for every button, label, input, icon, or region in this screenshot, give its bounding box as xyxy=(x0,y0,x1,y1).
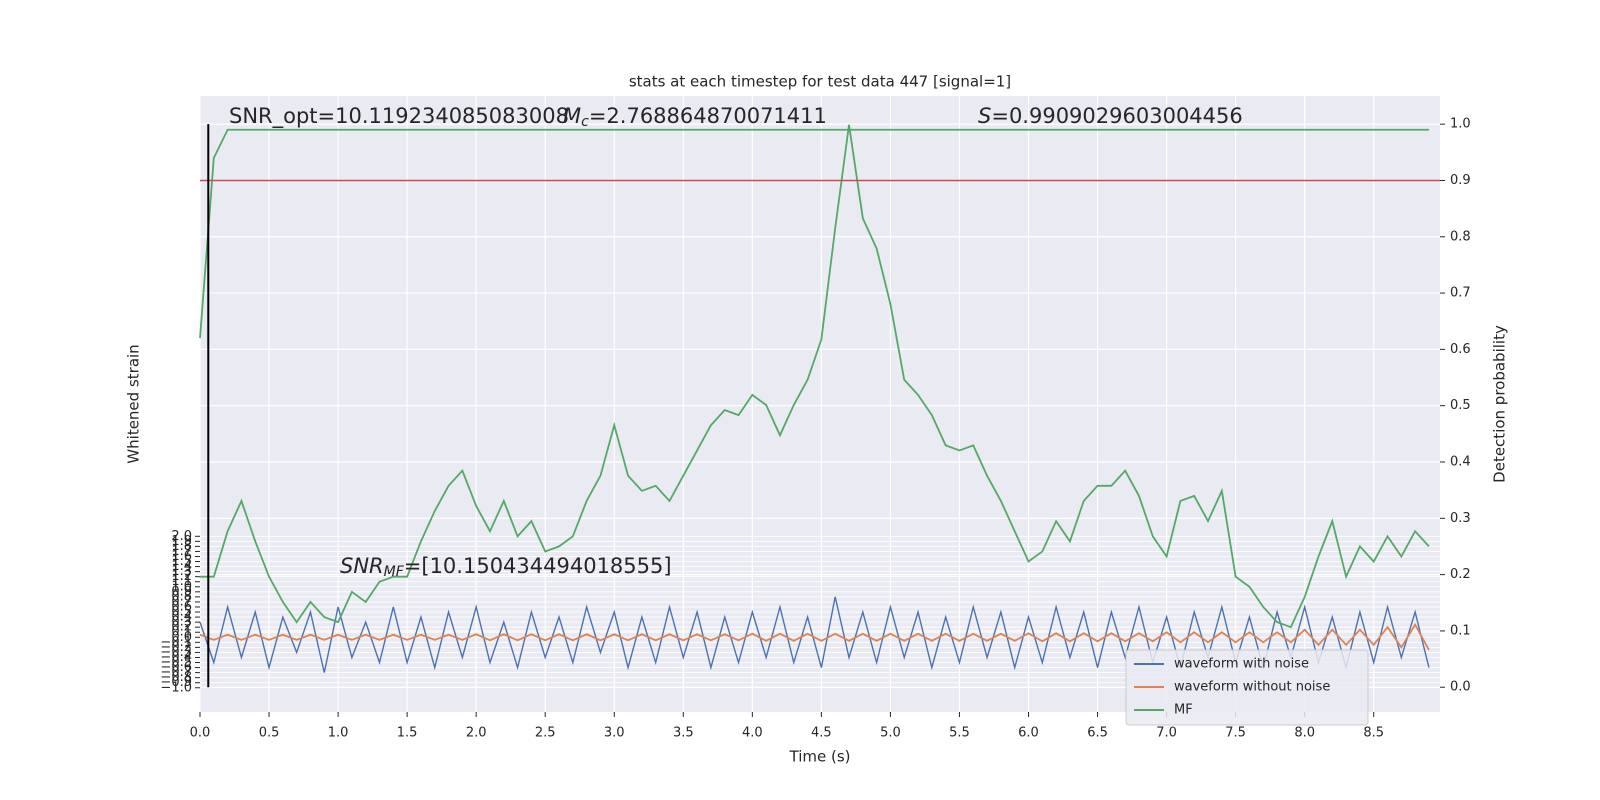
annotation: SNRMF=[10.150434494018555] xyxy=(340,554,672,580)
y-tick-label: −0.1 xyxy=(160,635,192,650)
legend: waveform with noise waveform without nois… xyxy=(1125,649,1369,726)
y2-tick-label: 0.5 xyxy=(1450,398,1471,413)
y-tick-label: −0.5 xyxy=(160,655,192,670)
x-tick-label: 5.0 xyxy=(880,726,901,741)
y-tick-label: −0.9 xyxy=(160,675,192,690)
y-tick-label: −0.7 xyxy=(160,665,192,680)
x-tick-label: 5.5 xyxy=(949,726,970,741)
x-axis-label: Time (s) xyxy=(789,748,851,766)
chart-title: stats at each timestep for test data 447… xyxy=(629,73,1011,91)
y-tick-label: 1.9 xyxy=(171,534,192,549)
y-tick-label: 1.3 xyxy=(171,564,192,579)
y-tick-label: −0.3 xyxy=(160,645,192,660)
legend-box xyxy=(1125,649,1369,726)
y-tick-label: 0.4 xyxy=(171,610,192,625)
x-tick-label: 0.0 xyxy=(190,726,211,741)
y-tick-label: 0.3 xyxy=(171,615,192,630)
legend-label: MF xyxy=(1174,703,1193,718)
y2-tick-label: 0.8 xyxy=(1450,229,1471,244)
y2-tick-label: 1.0 xyxy=(1450,117,1471,132)
series-line xyxy=(199,622,1430,651)
x-tick-label: 4.5 xyxy=(811,726,832,741)
y-tick-label: −0.8 xyxy=(160,670,192,685)
x-tick-label: 8.5 xyxy=(1363,726,1384,741)
x-tick-label: 0.5 xyxy=(259,726,280,741)
annotation: S=0.9909029603004456 xyxy=(978,104,1243,128)
y2-tick-label: 0.4 xyxy=(1450,454,1471,469)
annotation-symbol: S xyxy=(978,104,991,128)
x-tick-label: 4.0 xyxy=(742,726,763,741)
y-tick-label: 1.6 xyxy=(171,549,192,564)
y-tick-label: 0.1 xyxy=(171,625,192,640)
x-tick-label: 6.0 xyxy=(1018,726,1039,741)
x-tick-label: 7.5 xyxy=(1225,726,1246,741)
y-tick-label: 0.0 xyxy=(171,630,192,645)
y-tick-label: −0.2 xyxy=(160,640,192,655)
y2-tick-label: 0.2 xyxy=(1450,567,1471,582)
plot-area xyxy=(200,96,1440,712)
annotation-value: =[10.150434494018555] xyxy=(404,554,672,578)
legend-label: waveform without noise xyxy=(1174,680,1330,695)
y-tick-label: 0.7 xyxy=(171,594,192,609)
x-tick-label: 1.5 xyxy=(397,726,418,741)
y-tick-label: 1.8 xyxy=(171,539,192,554)
y2-tick-label: 0.9 xyxy=(1450,173,1471,188)
series-line xyxy=(200,124,1430,629)
y-tick-label: 1.7 xyxy=(171,544,192,559)
y-tick-label: 0.9 xyxy=(171,584,192,599)
y-tick-label: 1.4 xyxy=(171,559,192,574)
x-tick-label: 2.0 xyxy=(466,726,487,741)
x-tick-label: 1.0 xyxy=(328,726,349,741)
y-tick-label: 1.1 xyxy=(171,574,192,589)
x-tick-label: 3.0 xyxy=(604,726,625,741)
y-tick-label: 0.2 xyxy=(171,620,192,635)
annotation: SNR_opt=10.119234085083008 xyxy=(229,104,569,129)
series-line xyxy=(199,128,1429,339)
y-tick-label: 2.0 xyxy=(171,529,192,544)
y2-axis-label: Detection probability xyxy=(1491,325,1509,483)
annotation-value: =0.9909029603004456 xyxy=(991,104,1242,128)
x-tick-label: 2.5 xyxy=(535,726,556,741)
annotation-symbol: SNR xyxy=(340,554,384,578)
x-tick-label: 6.5 xyxy=(1087,726,1108,741)
y-tick-label: 0.8 xyxy=(171,589,192,604)
annotation-subscript: MF xyxy=(384,564,405,580)
y-tick-label: 1.0 xyxy=(171,579,192,594)
annotation: Mc=2.768864870071411 xyxy=(563,104,827,130)
y-tick-label: 1.2 xyxy=(171,569,192,584)
series-line xyxy=(199,596,1430,673)
y-tick-label: 0.5 xyxy=(171,605,192,620)
x-tick-label: 3.5 xyxy=(673,726,694,741)
annotation-symbol: M xyxy=(563,104,581,128)
y2-tick-label: 0.1 xyxy=(1450,623,1471,638)
y-axis-label: Whitened strain xyxy=(125,344,143,463)
y-tick-label: 1.5 xyxy=(171,554,192,569)
y2-tick-label: 0.6 xyxy=(1450,342,1471,357)
y-tick-label: −0.6 xyxy=(160,660,192,675)
y-tick-label: −1.0 xyxy=(160,680,192,695)
x-tick-label: 8.0 xyxy=(1294,726,1315,741)
annotation-subscript: c xyxy=(581,114,589,130)
x-tick-label: 7.0 xyxy=(1156,726,1177,741)
y-tick-label: −0.4 xyxy=(160,650,192,665)
grid xyxy=(199,96,1440,712)
y2-tick-label: 0.7 xyxy=(1450,286,1471,301)
y2-tick-label: 0.0 xyxy=(1450,680,1471,695)
labels: 0.0 0.5 1.0 1.5 2.0 2.5 3.0 3.5 4.0 4.5 5.0 5.5 6.0 6… xyxy=(160,117,1470,741)
y2-tick-label: 0.3 xyxy=(1450,511,1471,526)
y-tick-label: 0.6 xyxy=(171,599,192,614)
legend-label: waveform with noise xyxy=(1174,657,1309,672)
marks xyxy=(199,124,1440,688)
annotation-value: =2.768864870071411 xyxy=(589,104,827,128)
